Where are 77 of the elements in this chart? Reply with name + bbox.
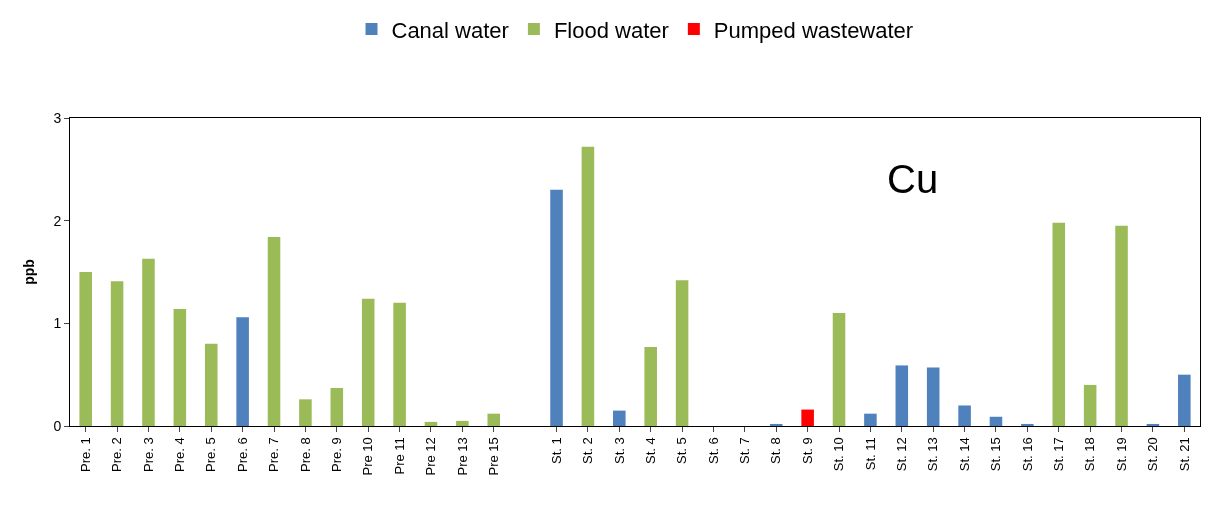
bar — [644, 346, 657, 426]
x-tick-label: Pre. 5 — [203, 437, 219, 472]
x-tick-label: St. 3 — [611, 437, 627, 464]
bar — [361, 298, 375, 426]
bar — [613, 410, 626, 426]
bar — [832, 313, 846, 426]
x-tick-label: Pre 13 — [454, 437, 470, 476]
bar — [110, 281, 124, 426]
x-tick-label: St. 21 — [1176, 437, 1192, 472]
bar — [424, 421, 438, 426]
x-tick-label: St. 17 — [1050, 437, 1066, 472]
bar — [895, 365, 909, 426]
bar — [173, 308, 187, 426]
bar — [801, 409, 814, 426]
bar — [142, 258, 155, 426]
bar — [299, 399, 312, 426]
bar — [456, 420, 469, 426]
bar — [487, 413, 501, 426]
x-tick-label: Pre. 8 — [297, 437, 313, 472]
bar — [330, 388, 344, 426]
y-tick-label: 2 — [53, 212, 62, 229]
bar — [1178, 374, 1191, 426]
x-tick-label: St. 4 — [642, 437, 658, 464]
bar — [1083, 384, 1097, 426]
x-tick-label: St. 7 — [737, 437, 753, 464]
bar — [864, 413, 877, 426]
x-tick-label: Pre 15 — [485, 437, 501, 476]
x-tick-label: St. 9 — [799, 437, 815, 464]
legend-label: Canal water — [391, 17, 509, 43]
bar — [393, 302, 406, 426]
x-tick-label: St. 20 — [1145, 437, 1161, 472]
x-tick-label: St. 1 — [548, 437, 564, 464]
x-tick-label: Pre. 3 — [140, 437, 156, 472]
bar — [958, 405, 971, 426]
x-tick-label: Pre 10 — [360, 437, 376, 476]
bar — [926, 367, 940, 426]
y-tick-label: 0 — [53, 417, 62, 434]
legend-label: Flood water — [553, 17, 669, 43]
x-tick-label: St. 5 — [674, 437, 690, 464]
bar — [989, 416, 1003, 426]
x-tick-label: St. 10 — [831, 437, 847, 472]
x-tick-label: St. 15 — [988, 437, 1004, 472]
bar — [1146, 423, 1160, 426]
x-tick-label: St. 18 — [1082, 437, 1098, 472]
x-tick-label: St. 6 — [705, 437, 721, 464]
bar — [204, 343, 218, 426]
x-tick-label: St. 14 — [956, 437, 972, 472]
x-tick-label: Pre 12 — [423, 437, 439, 476]
x-tick-label: St. 8 — [768, 437, 784, 464]
x-tick-label: St. 13 — [925, 437, 941, 472]
bar — [1052, 222, 1066, 426]
x-tick-label: Pre. 6 — [234, 437, 250, 472]
bar — [769, 423, 783, 426]
bar — [581, 146, 595, 426]
x-tick-label: St. 12 — [894, 437, 910, 472]
x-tick-label: Pre. 4 — [172, 437, 188, 472]
x-tick-label: St. 11 — [862, 437, 878, 471]
bar — [1115, 225, 1128, 426]
y-axis-title: ppb — [21, 259, 37, 285]
legend-label: Pumped wastewater — [713, 17, 914, 43]
x-tick-label: Pre 11 — [391, 437, 407, 475]
x-tick-label: Pre. 2 — [109, 437, 125, 472]
annotation: Cu — [887, 157, 939, 201]
bar — [267, 237, 281, 426]
bar — [1021, 423, 1034, 426]
x-tick-label: St. 19 — [1113, 437, 1129, 472]
x-tick-label: Pre. 7 — [266, 437, 282, 472]
x-tick-label: St. 2 — [580, 437, 596, 464]
x-tick-label: Pre. 1 — [77, 437, 93, 472]
bar — [236, 317, 249, 426]
bar — [675, 280, 689, 426]
bar — [79, 272, 92, 426]
bar — [550, 189, 563, 426]
x-tick-label: Pre. 9 — [329, 437, 345, 472]
y-tick-label: 1 — [53, 315, 62, 332]
y-tick-label: 3 — [53, 109, 62, 126]
x-tick-label: St. 16 — [1019, 437, 1035, 472]
